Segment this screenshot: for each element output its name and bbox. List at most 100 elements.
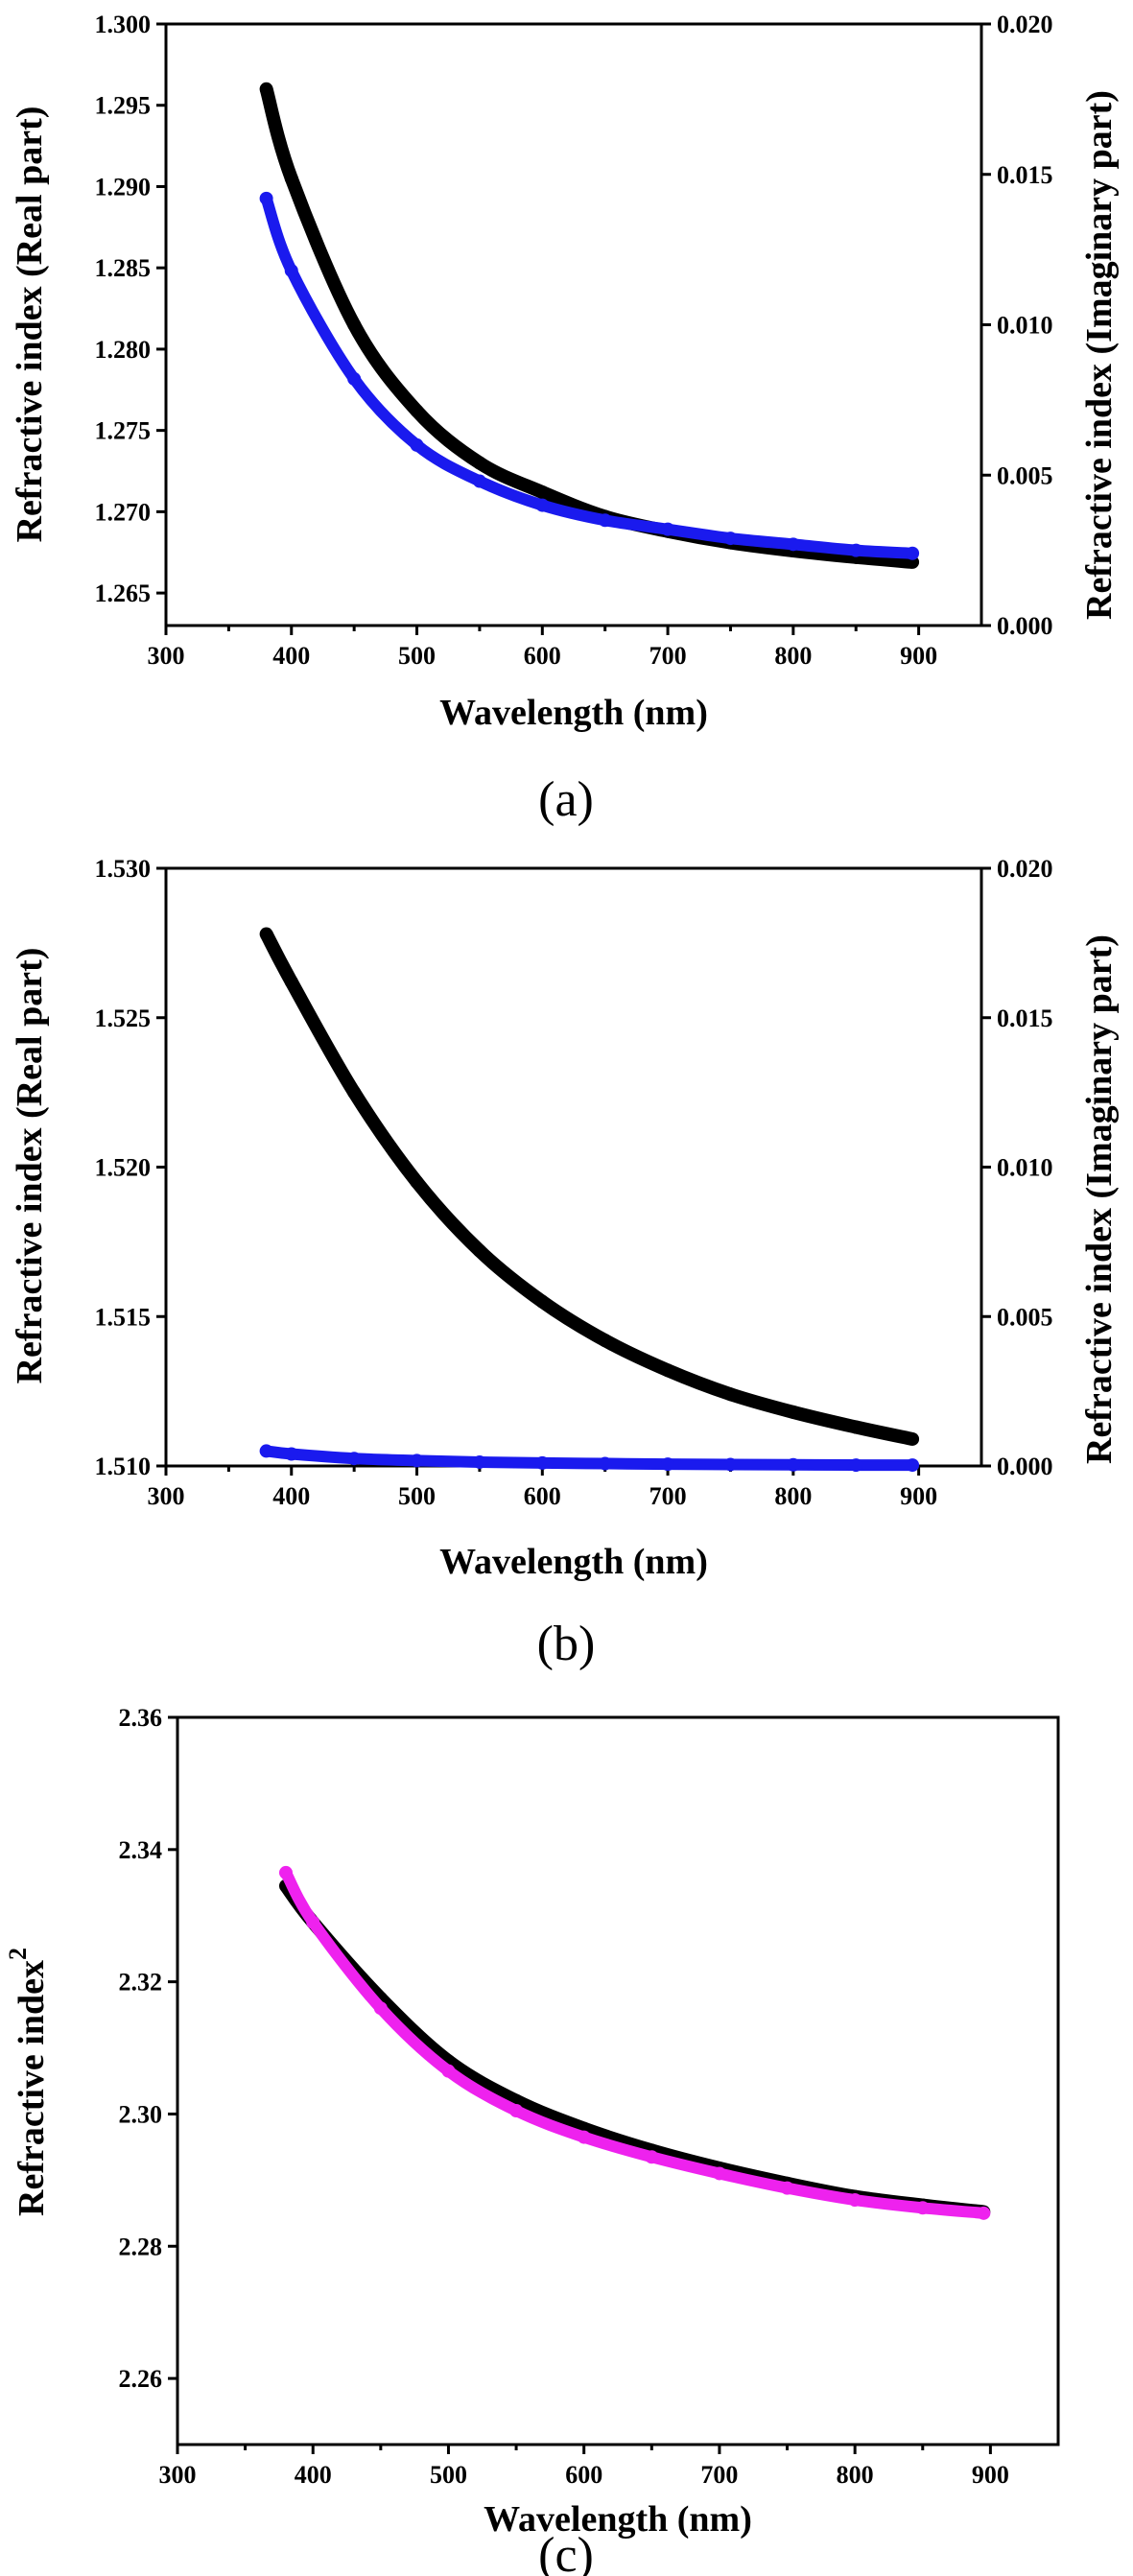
data-point-a-1-4 bbox=[472, 474, 486, 488]
data-point-a-0-0 bbox=[259, 82, 273, 96]
series-line-b-0 bbox=[260, 931, 914, 1446]
data-point-b-0-7 bbox=[661, 1363, 675, 1378]
data-point-b-0-10 bbox=[849, 1420, 863, 1434]
x-tick-label-a-1: 400 bbox=[272, 642, 310, 670]
x-axis-label-b: Wavelength (nm) bbox=[439, 1542, 708, 1582]
panel-caption-c: (c) bbox=[538, 2528, 594, 2576]
data-point-c-1-11 bbox=[977, 2206, 991, 2220]
y-tick-label-a-4: 1.285 bbox=[95, 254, 152, 282]
data-point-b-1-8 bbox=[723, 1457, 738, 1472]
data-point-b-0-4 bbox=[472, 1243, 486, 1258]
x-axis-label-a: Wavelength (nm) bbox=[439, 693, 708, 733]
data-point-a-0-1 bbox=[284, 171, 298, 185]
data-point-b-1-6 bbox=[598, 1456, 612, 1471]
data-point-a-1-8 bbox=[723, 532, 738, 546]
data-point-a-1-3 bbox=[410, 437, 424, 452]
data-point-a-1-2 bbox=[347, 371, 362, 386]
panel-c: 300 400 500 600 700 800 900 2.26 2.28 2.30 2.32 2.3… bbox=[4, 1704, 1060, 2576]
data-point-b-1-4 bbox=[472, 1454, 486, 1469]
x-tick-label-c-2: 500 bbox=[430, 2461, 467, 2489]
data-point-a-1-9 bbox=[786, 537, 800, 552]
x-tick-label-c-1: 400 bbox=[295, 2461, 332, 2489]
y-tick-label-b-3: 1.525 bbox=[95, 1004, 152, 1032]
y2-tick-label-a-3: 0.015 bbox=[997, 161, 1053, 189]
data-point-b-0-5 bbox=[535, 1294, 550, 1309]
y-tick-label-a-0: 1.265 bbox=[95, 579, 152, 607]
y-tick-label-c-1: 2.28 bbox=[119, 2233, 163, 2260]
y-tick-label-a-3: 1.280 bbox=[95, 336, 152, 364]
y2-tick-label-a-2: 0.010 bbox=[997, 312, 1053, 340]
y-tick-label-a-1: 1.270 bbox=[95, 498, 152, 526]
y2-axis-label-b: Refractive index (Imaginary part) bbox=[1079, 934, 1120, 1464]
y2-tick-label-b-1: 0.005 bbox=[997, 1303, 1053, 1331]
data-point-a-1-1 bbox=[284, 264, 298, 278]
y-tick-label-b-4: 1.530 bbox=[95, 855, 152, 883]
data-point-a-1-6 bbox=[598, 513, 612, 528]
data-point-b-0-11 bbox=[906, 1431, 920, 1446]
x-tick-label-b-3: 600 bbox=[524, 1482, 561, 1510]
y-tick-label-c-5: 2.36 bbox=[119, 1704, 163, 1732]
data-point-b-1-10 bbox=[849, 1458, 863, 1473]
x-tick-label-c-3: 600 bbox=[565, 2461, 602, 2489]
data-point-c-1-4 bbox=[509, 2104, 524, 2118]
data-point-b-0-3 bbox=[410, 1175, 424, 1190]
plot-frame-a bbox=[164, 22, 983, 627]
y2-tick-label-b-3: 0.015 bbox=[997, 1004, 1053, 1032]
data-point-b-1-2 bbox=[347, 1452, 362, 1466]
y-tick-label-a-5: 1.290 bbox=[95, 173, 152, 201]
data-point-a-0-5 bbox=[535, 485, 550, 500]
data-point-b-0-6 bbox=[598, 1334, 612, 1348]
x-tick-label-a-0: 300 bbox=[148, 642, 185, 670]
y2-tick-label-b-4: 0.020 bbox=[997, 855, 1053, 883]
plot-frame-c bbox=[176, 1715, 1060, 2446]
data-point-a-1-10 bbox=[849, 543, 863, 557]
series-line-b-1 bbox=[260, 1445, 919, 1472]
y-tick-label-a-6: 1.295 bbox=[95, 92, 152, 120]
series-group-c bbox=[278, 1865, 991, 2220]
y-tick-label-b-0: 1.510 bbox=[95, 1453, 152, 1480]
y2-axis-label-a: Refractive index (Imaginary part) bbox=[1079, 90, 1120, 620]
y2-tick-label-a-0: 0.000 bbox=[997, 612, 1053, 640]
y2-tick-label-a-1: 0.005 bbox=[997, 461, 1053, 489]
data-point-c-1-9 bbox=[848, 2193, 862, 2208]
data-point-a-1-7 bbox=[661, 522, 675, 536]
y-tick-label-a-7: 1.300 bbox=[95, 11, 152, 38]
x-tick-label-a-3: 600 bbox=[524, 642, 561, 670]
y-tick-label-c-2: 2.30 bbox=[119, 2100, 163, 2128]
series-line-c-1 bbox=[279, 1866, 990, 2219]
data-point-c-1-8 bbox=[780, 2181, 794, 2195]
y-tick-label-c-3: 2.32 bbox=[119, 1969, 163, 1997]
y-axis-label-b: Refractive index (Real part) bbox=[10, 948, 50, 1384]
x-tick-label-b-0: 300 bbox=[148, 1482, 185, 1510]
data-point-b-1-9 bbox=[786, 1457, 800, 1472]
x-tick-label-c-6: 900 bbox=[972, 2461, 1009, 2489]
x-tick-label-c-4: 700 bbox=[700, 2461, 738, 2489]
y2-tick-label-b-2: 0.010 bbox=[997, 1154, 1053, 1182]
panel-caption-a: (a) bbox=[538, 772, 594, 827]
y-tick-label-c-4: 2.34 bbox=[119, 1836, 163, 1864]
x-tick-label-c-0: 300 bbox=[159, 2461, 197, 2489]
x-axis-label-c: Wavelength (nm) bbox=[484, 2499, 752, 2540]
x-tick-label-b-1: 400 bbox=[272, 1482, 310, 1510]
data-point-c-1-7 bbox=[712, 2166, 726, 2181]
x-tick-label-a-6: 900 bbox=[900, 642, 937, 670]
x-tick-label-b-6: 900 bbox=[900, 1482, 937, 1510]
x-tick-label-b-2: 500 bbox=[398, 1482, 436, 1510]
data-point-c-1-10 bbox=[915, 2201, 930, 2215]
y2-tick-label-a-4: 0.020 bbox=[997, 11, 1053, 38]
x-axis-label-c-text: Wavelength (nm) bbox=[484, 2499, 752, 2540]
y-axis-label-c: Refractive index2 bbox=[4, 1948, 52, 2216]
data-point-b-0-0 bbox=[259, 927, 273, 941]
data-point-a-1-11 bbox=[906, 546, 920, 560]
y-tick-label-b-2: 1.520 bbox=[95, 1154, 152, 1182]
x-tick-label-b-5: 800 bbox=[774, 1482, 812, 1510]
data-point-b-1-1 bbox=[284, 1447, 298, 1461]
series-group-b bbox=[259, 927, 920, 1473]
data-point-b-0-9 bbox=[786, 1405, 800, 1419]
data-point-b-1-5 bbox=[535, 1455, 550, 1470]
data-point-b-0-1 bbox=[284, 975, 298, 989]
series-line-a-1 bbox=[260, 192, 919, 559]
data-point-a-0-2 bbox=[347, 318, 362, 332]
data-point-c-1-0 bbox=[278, 1865, 293, 1879]
